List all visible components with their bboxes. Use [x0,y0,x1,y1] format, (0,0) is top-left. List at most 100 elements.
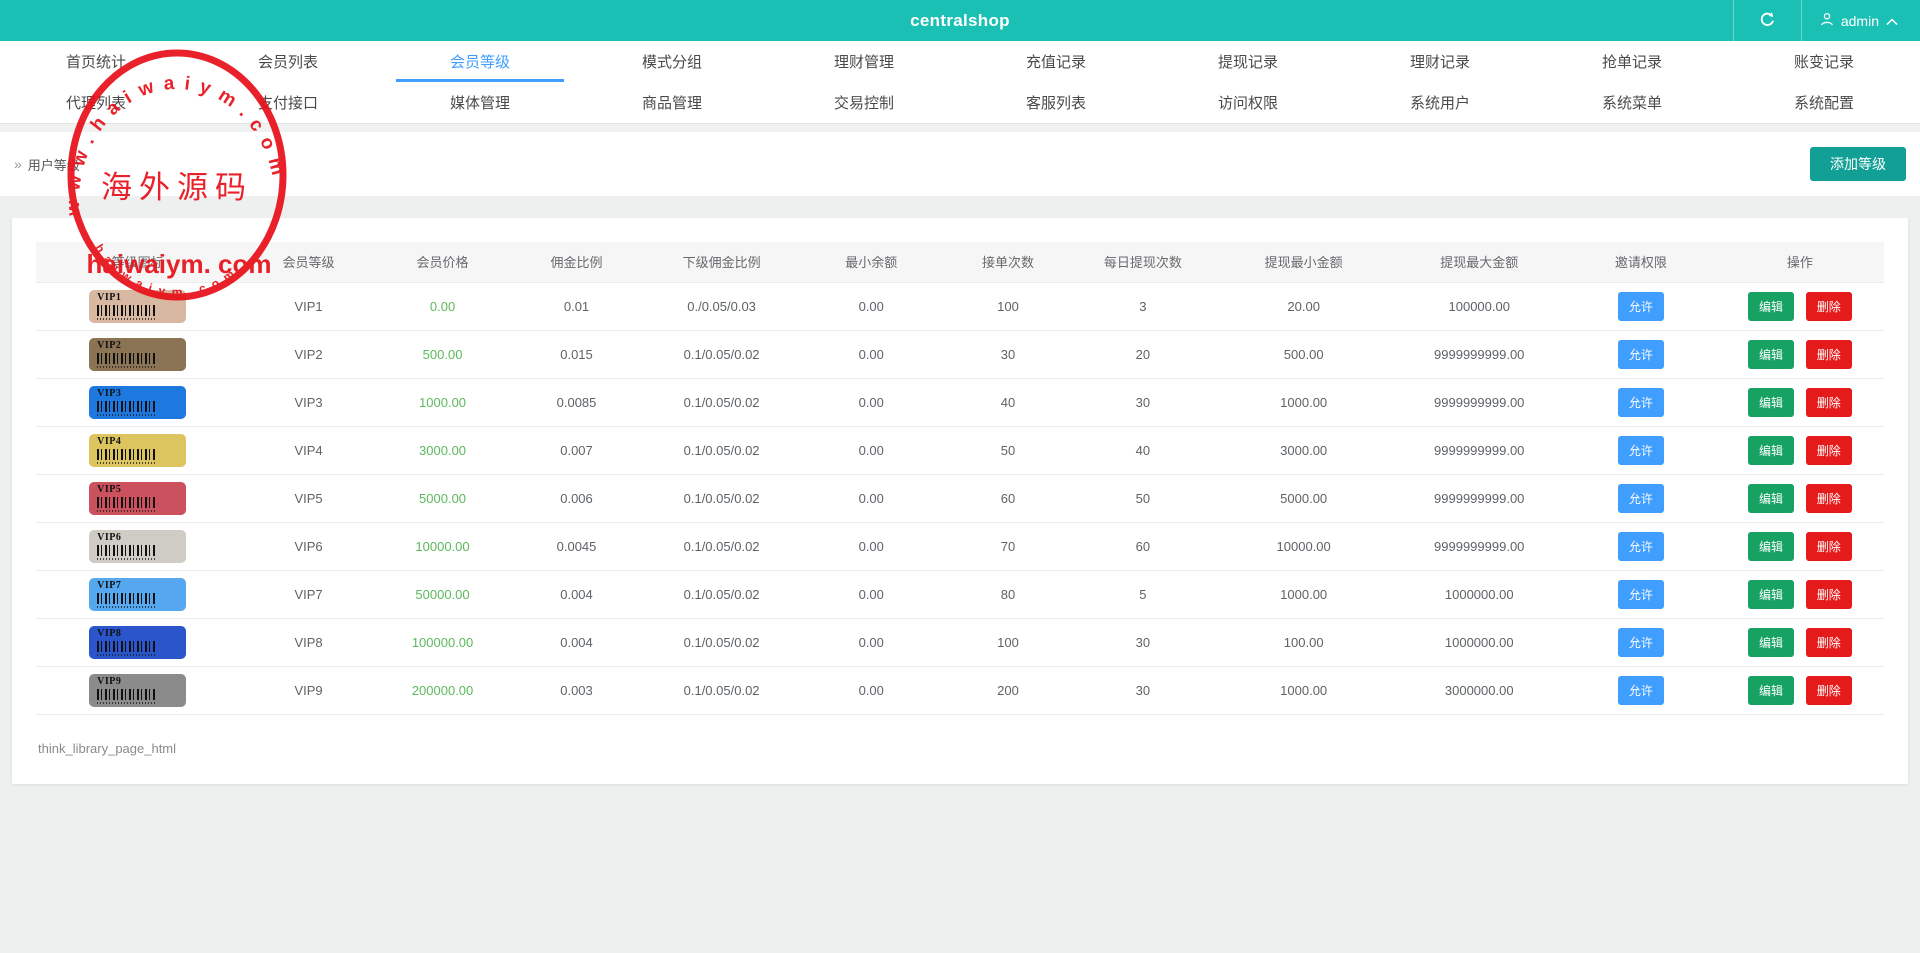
nav-tab-16[interactable]: 客服列表 [1025,95,1086,112]
edit-button[interactable]: 编辑 [1748,579,1795,609]
price-cell: 10000.00 [377,521,508,570]
min-balance-cell: 0.00 [797,521,946,570]
max-withdraw-cell: 100000.00 [1392,281,1567,330]
nav-tab-9[interactable]: 抢单记录 [1601,54,1662,71]
nav-tab-7[interactable]: 提现记录 [1217,54,1278,71]
table-header-row: 等级图标 会员等级 会员价格 佣金比例 下级佣金比例 最小余额 接单次数 每日提现次数 提现最小… [36,242,1884,282]
invite-allow-button[interactable]: 允许 [1617,579,1664,609]
user-menu[interactable]: admin [1800,0,1920,41]
max-withdraw-cell: 1000000.00 [1392,569,1567,618]
edit-button[interactable]: 编辑 [1748,531,1795,561]
sub-commission-cell: 0.1/0.05/0.02 [645,569,798,618]
nav-tab-13[interactable]: 媒体管理 [449,95,510,112]
nav-tab-5[interactable]: 理财管理 [833,54,894,71]
col-header-7: 接单次数 [945,242,1071,282]
invite-allow-button[interactable]: 允许 [1617,627,1664,657]
invite-allow-button[interactable]: 允许 [1617,531,1664,561]
delete-button[interactable]: 删除 [1805,579,1852,609]
col-header-6: 最小余额 [797,242,946,282]
barcode-image [97,592,158,604]
breadcrumb-icon: » [14,156,22,172]
nav-tab-15[interactable]: 交易控制 [833,95,894,112]
order-count-cell: 100 [945,617,1071,666]
daily-withdrawals-cell: 60 [1070,521,1215,570]
nav-tab-3[interactable]: 会员等级 [384,41,576,82]
price-cell: 0.00 [377,281,508,330]
edit-button[interactable]: 编辑 [1748,387,1795,417]
refresh-button[interactable] [1732,0,1801,41]
delete-button[interactable]: 删除 [1805,483,1852,513]
invite-allow-button[interactable]: 允许 [1617,387,1664,417]
edit-button[interactable]: 编辑 [1748,627,1795,657]
delete-button[interactable]: 删除 [1805,291,1852,321]
min-withdraw-cell: 1000.00 [1214,665,1393,715]
delete-button[interactable]: 删除 [1805,387,1852,417]
delete-button[interactable]: 删除 [1805,627,1852,657]
invite-allow-button[interactable]: 允许 [1617,339,1664,369]
col-header-10: 提现最大金额 [1392,242,1567,282]
nav-tab-11[interactable]: 代理列表 [65,95,126,112]
table-row: VIP5 VIP5 5000.00 0.006 0.1/0.05/0.02 0.… [36,473,1884,522]
invite-allow-button[interactable]: 允许 [1617,291,1664,321]
commission-cell: 0.015 [507,329,646,378]
breadcrumb: » 用户等级 [14,155,80,174]
max-withdraw-cell: 9999999999.00 [1392,425,1567,474]
barcode-digits [97,317,158,320]
min-withdraw-cell: 10000.00 [1214,521,1393,570]
edit-button[interactable]: 编辑 [1748,483,1795,513]
barcode-image [97,352,158,364]
badge-vip-label: VIP5 [97,483,122,495]
min-balance-cell: 0.00 [797,617,946,666]
edit-button[interactable]: 编辑 [1748,675,1795,705]
level-cell: VIP3 [239,377,378,426]
level-cell: VIP8 [239,617,378,666]
edit-button[interactable]: 编辑 [1748,339,1795,369]
min-withdraw-cell: 500.00 [1214,329,1393,378]
edit-button[interactable]: 编辑 [1748,435,1795,465]
levels-table: 等级图标 会员等级 会员价格 佣金比例 下级佣金比例 最小余额 接单次数 每日提现次数 提现最小… [36,242,1884,715]
max-withdraw-cell: 9999999999.00 [1392,521,1567,570]
level-badge: VIP4 [89,433,187,467]
invite-allow-button[interactable]: 允许 [1617,435,1664,465]
nav-tab-17[interactable]: 访问权限 [1217,95,1278,112]
nav-tab-8[interactable]: 理财记录 [1409,54,1470,71]
sub-commission-cell: 0.1/0.05/0.02 [645,521,798,570]
nav-tab-1[interactable]: 首页统计 [65,54,126,71]
add-level-button[interactable]: 添加等级 [1810,147,1906,181]
nav-tab-12[interactable]: 支付接口 [257,95,318,112]
toolbar: » 用户等级 添加等级 [0,132,1920,196]
nav-tab-14[interactable]: 商品管理 [641,95,702,112]
delete-button[interactable]: 删除 [1805,435,1852,465]
nav-tab-19[interactable]: 系统菜单 [1601,95,1662,112]
invite-allow-button[interactable]: 允许 [1617,675,1664,705]
commission-cell: 0.0045 [507,521,646,570]
delete-button[interactable]: 删除 [1805,531,1852,561]
invite-allow-button[interactable]: 允许 [1617,483,1664,513]
edit-button[interactable]: 编辑 [1748,291,1795,321]
max-withdraw-cell: 1000000.00 [1392,617,1567,666]
level-cell: VIP1 [239,281,378,330]
nav-tab-6[interactable]: 充值记录 [1025,54,1086,71]
table-row: VIP7 VIP7 50000.00 0.004 0.1/0.05/0.02 0… [36,569,1884,618]
app-title: centralshop [910,10,1010,30]
sub-commission-cell: 0.1/0.05/0.02 [645,665,798,715]
nav-tab-2[interactable]: 会员列表 [257,54,318,71]
nav-tab-10[interactable]: 账变记录 [1793,54,1854,71]
commission-cell: 0.006 [507,473,646,522]
nav-tab-20[interactable]: 系统配置 [1793,95,1854,112]
delete-button[interactable]: 删除 [1805,339,1852,369]
daily-withdrawals-cell: 40 [1070,425,1215,474]
table-row: VIP2 VIP2 500.00 0.015 0.1/0.05/0.02 0.0… [36,329,1884,378]
breadcrumb-label: 用户等级 [27,157,80,173]
price-cell: 3000.00 [377,425,508,474]
min-balance-cell: 0.00 [797,665,946,715]
barcode-image [97,688,158,700]
min-balance-cell: 0.00 [797,569,946,618]
barcode-digits [97,701,158,704]
user-name: admin [1840,12,1879,29]
order-count-cell: 200 [945,665,1071,715]
nav-tab-18[interactable]: 系统用户 [1409,95,1470,112]
nav-tab-4[interactable]: 模式分组 [641,54,702,71]
badge-vip-label: VIP2 [97,339,122,351]
delete-button[interactable]: 删除 [1805,675,1852,705]
